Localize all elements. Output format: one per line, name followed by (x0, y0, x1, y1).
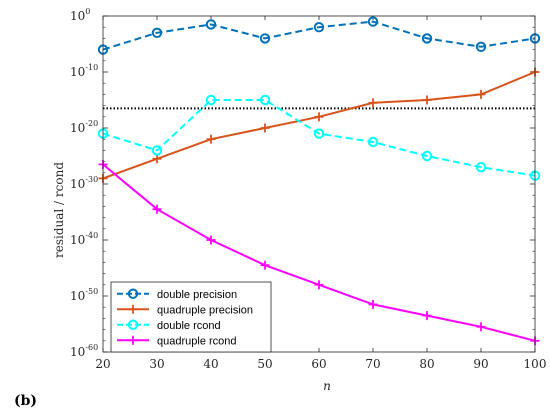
x-tick-label: 50 (257, 357, 272, 371)
data-point (368, 299, 378, 309)
legend-label: double rcond (157, 320, 221, 332)
data-point (151, 145, 163, 156)
y-tick-label: 10-20 (70, 119, 98, 135)
axis-ticks: 20 30 40 50 60 70 80 90 100 100 10-10 10-20 10-30 10-… (70, 7, 546, 371)
legend-swatch-marker (128, 304, 138, 314)
x-tick-label: 100 (524, 357, 547, 371)
series-quadruple-rcond (98, 159, 540, 346)
data-point (205, 94, 217, 106)
data-point (421, 150, 433, 162)
data-point (205, 19, 217, 30)
data-point (313, 128, 325, 139)
data-point (368, 98, 378, 108)
x-tick-label: 70 (365, 357, 380, 371)
x-tick-label: 30 (149, 357, 164, 371)
data-point (152, 154, 162, 164)
legend-swatch-marker (127, 288, 139, 299)
axes-box (102, 15, 536, 353)
data-point (260, 260, 270, 270)
legend-label: quadruple precision (157, 304, 253, 316)
data-point (259, 33, 271, 44)
legend-entry: double rcond (117, 319, 221, 332)
y-tick-label: 10-50 (70, 287, 98, 303)
y-tick-label: 100 (70, 7, 90, 23)
data-point (260, 123, 270, 133)
legend-entry: quadruple rcond (117, 335, 237, 347)
data-point (476, 89, 486, 99)
legend: double precision quadruple precision doubl… (110, 281, 272, 353)
data-point (422, 95, 432, 105)
y-tick-label: 10-30 (70, 175, 98, 191)
data-point (206, 235, 216, 245)
x-tick-label: 80 (419, 357, 434, 371)
y-tick-label: 10-60 (70, 343, 98, 359)
legend-entry: double precision (117, 288, 237, 301)
data-point (151, 27, 163, 38)
data-series (97, 16, 541, 346)
series-double-precision (97, 16, 541, 55)
data-point (367, 16, 379, 27)
legend-swatch-marker (128, 335, 138, 345)
data-point (367, 136, 379, 148)
data-point (476, 322, 486, 332)
data-point (314, 280, 324, 290)
x-tick-label: 20 (95, 357, 110, 371)
legend-label: double precision (157, 289, 237, 301)
series-double-rcond (97, 94, 541, 181)
y-axis-label: residual / rcond (52, 162, 66, 258)
legend-label: quadruple rcond (157, 335, 237, 347)
x-tick-label: 40 (203, 357, 218, 371)
legend-swatch-marker (127, 319, 139, 330)
x-axis-label: n (323, 379, 331, 393)
series-line (102, 20, 536, 51)
y-tick-label: 10-40 (70, 231, 98, 247)
data-point (422, 311, 432, 321)
data-point (314, 112, 324, 122)
data-point (475, 162, 487, 173)
x-tick-label: 90 (473, 357, 488, 371)
data-point (421, 33, 433, 44)
y-tick-label: 10-10 (70, 63, 98, 79)
data-point (259, 94, 271, 106)
series-line (102, 99, 536, 177)
data-point (152, 204, 162, 214)
legend-entry: quadruple precision (117, 304, 253, 316)
plot-frame (102, 15, 536, 353)
data-point (206, 134, 216, 144)
panel-label: (b) (14, 393, 37, 409)
data-point (475, 41, 487, 52)
data-point (313, 22, 325, 33)
x-tick-label: 60 (311, 357, 326, 371)
